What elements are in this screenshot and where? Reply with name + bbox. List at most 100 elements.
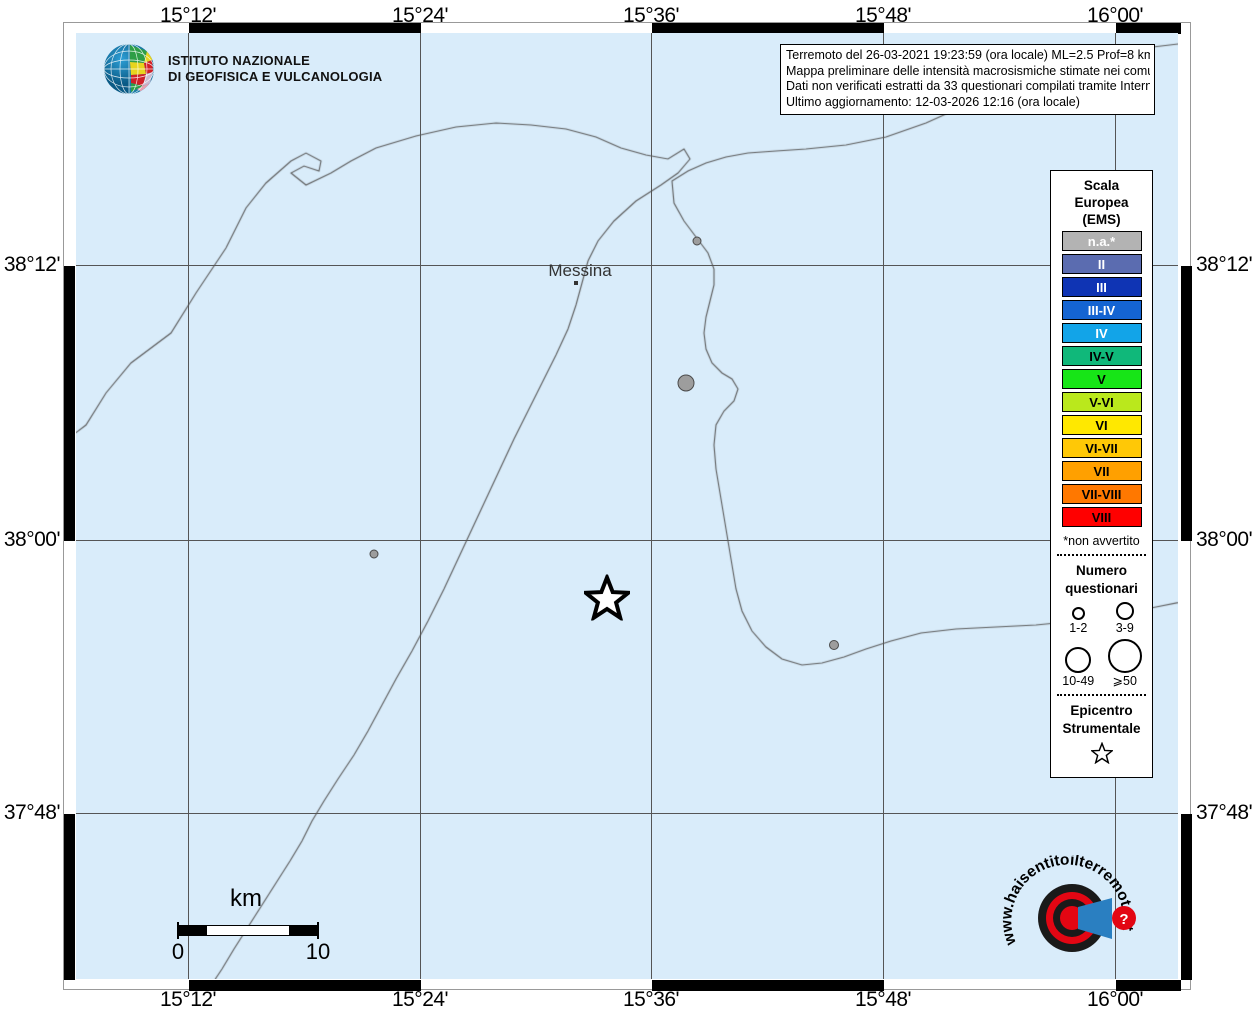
legend-count-label: 10-49 xyxy=(1062,674,1095,688)
terrain-relief xyxy=(76,33,1178,979)
legend-count-title-line1: Numero xyxy=(1075,563,1127,578)
legend-swatch-iv: IV xyxy=(1061,323,1142,343)
scale-unit-label: km xyxy=(230,885,262,912)
legend-swatch-iii: III xyxy=(1061,277,1142,297)
axis-label-bottom-0: 15°12' xyxy=(159,988,217,1011)
legend-count-symbols: 1-2 3-9 10-49 ⩾50 xyxy=(1055,602,1148,688)
legend-count-circle-icon xyxy=(1115,602,1134,620)
axis-label-top-2: 15°36' xyxy=(622,4,680,27)
axis-label-bottom-2: 15°36' xyxy=(622,988,680,1011)
questionnaire-marker[interactable] xyxy=(692,236,702,246)
frame-tick-band xyxy=(652,980,884,991)
target-speaker-icon: ? xyxy=(1038,884,1136,952)
legend-count-row: 1-2 3-9 xyxy=(1055,602,1148,635)
axis-label-bottom-3: 15°48' xyxy=(854,988,912,1011)
axis-label-left-2: 37°48' xyxy=(3,801,61,824)
gridline-vertical-1536 xyxy=(651,33,652,979)
legend-title-line2: Europea xyxy=(1074,195,1129,210)
legend-epicenter-title-line1: Epicentro xyxy=(1070,703,1133,718)
legend-count-circle-icon xyxy=(1065,647,1092,673)
svg-text:?: ? xyxy=(1119,911,1128,928)
scale-tick-end xyxy=(317,922,319,939)
legend-swatch-vi: VI xyxy=(1061,415,1142,435)
ingv-logo: ISTITUTO NAZIONALE DI GEOFISICA E VULCAN… xyxy=(100,40,382,98)
axis-label-left-0: 38°12' xyxy=(3,253,61,276)
info-line-data: Dati non verificati estratti da 33 quest… xyxy=(786,79,1150,93)
frame-tick-band xyxy=(1116,23,1181,34)
gridline-horizontal-3800 xyxy=(76,540,1178,541)
gridline-horizontal-3748 xyxy=(76,813,1178,814)
legend-swatch-vii-viii: VII-VIII xyxy=(1061,484,1142,504)
frame-tick-band xyxy=(189,980,421,991)
epicenter-star-icon[interactable] xyxy=(580,572,634,626)
legend-swatch-iii-iv: III-IV xyxy=(1061,300,1142,320)
frame-tick-band xyxy=(189,23,421,34)
map-canvas[interactable]: Messina xyxy=(76,33,1178,979)
axis-label-bottom-1: 15°24' xyxy=(391,988,449,1011)
legend-swatch-viii: VIII xyxy=(1061,507,1142,527)
legend-swatch-n-a-: n.a.* xyxy=(1061,231,1142,251)
questionnaire-marker[interactable] xyxy=(677,374,695,392)
legend-title-line3: (EMS) xyxy=(1082,212,1121,227)
earthquake-info-box: Terremoto del 26-03-2021 19:23:59 (ora l… xyxy=(780,44,1155,115)
city-label-messina: Messina xyxy=(548,261,612,280)
legend-swatch-v-vi: V-VI xyxy=(1061,392,1142,412)
axis-label-top-1: 15°24' xyxy=(391,4,449,27)
legend-swatch-vi-vii: VI-VII xyxy=(1061,438,1142,458)
legend-count-title-line2: questionari xyxy=(1065,581,1138,596)
axis-label-top-4: 16°00' xyxy=(1086,4,1144,27)
gridline-horizontal-3812 xyxy=(76,265,1178,266)
axis-label-top-3: 15°48' xyxy=(854,4,912,27)
legend-panel: Scala Europea (EMS) n.a.* II III III-IV IV IV… xyxy=(1050,170,1153,778)
legend-title-line1: Scala xyxy=(1083,178,1120,193)
haisentitoilterremoto-logo[interactable]: www.haisentitoilterremoto.it ? xyxy=(998,851,1150,980)
ingv-globe-icon xyxy=(104,44,154,94)
scale-label-max: 10 xyxy=(305,939,331,964)
frame-tick-band xyxy=(1181,814,1192,980)
legend-swatch-vii: VII xyxy=(1061,461,1142,481)
ingv-text-line2: DI GEOFISICA E VULCANOLOGIA xyxy=(168,69,383,84)
legend-divider-1 xyxy=(1057,554,1146,556)
legend-footnote: *non avvertito xyxy=(1063,534,1140,548)
legend-divider-2 xyxy=(1057,694,1146,696)
legend-intensity-scale: n.a.* II III III-IV IV IV-V V V-VI VI VI-VII VII VI… xyxy=(1055,231,1148,527)
info-line-event: Terremoto del 26-03-2021 19:23:59 (ora l… xyxy=(786,48,1150,62)
legend-swatch-iv-v: IV-V xyxy=(1061,346,1142,366)
legend-count-label: 1-2 xyxy=(1069,621,1088,635)
frame-tick-band xyxy=(64,266,75,541)
axis-label-top-0: 15°12' xyxy=(159,4,217,27)
legend-star-icon xyxy=(1055,741,1148,769)
legend-count-item: ⩾50 xyxy=(1102,639,1148,688)
legend-epicenter-title-line2: Strumentale xyxy=(1062,721,1141,736)
frame-tick-band xyxy=(652,23,884,34)
legend-swatch-v: V xyxy=(1061,369,1142,389)
legend-count-label: 3-9 xyxy=(1115,621,1134,635)
axis-label-right-2: 37°48' xyxy=(1196,801,1253,824)
scale-bar-graphic xyxy=(178,925,318,936)
legend-count-item: 3-9 xyxy=(1102,602,1148,635)
scale-tick-start xyxy=(177,922,179,939)
gridline-vertical-1512 xyxy=(188,33,189,979)
questionnaire-marker[interactable] xyxy=(369,549,379,559)
axis-label-right-0: 38°12' xyxy=(1196,253,1253,276)
axis-label-right-1: 38°00' xyxy=(1196,528,1253,551)
axis-label-left-1: 38°00' xyxy=(3,528,61,551)
scale-label-min: 0 xyxy=(171,939,185,964)
legend-count-item: 1-2 xyxy=(1055,607,1101,635)
city-dot-messina xyxy=(574,281,578,285)
legend-count-row: 10-49 ⩾50 xyxy=(1055,639,1148,688)
info-line-map: Mappa preliminare delle intensità macros… xyxy=(786,63,1150,78)
legend-swatch-ii: II xyxy=(1061,254,1142,274)
axis-label-bottom-4: 16°00' xyxy=(1086,988,1144,1011)
questionnaire-marker[interactable] xyxy=(829,640,839,650)
ingv-text-line1: ISTITUTO NAZIONALE xyxy=(168,53,311,68)
legend-count-circle-icon xyxy=(1107,639,1142,673)
legend-count-circle-icon xyxy=(1071,607,1085,620)
legend-count-item: 10-49 xyxy=(1055,647,1101,688)
frame-tick-band xyxy=(1116,980,1181,991)
gridline-vertical-1524 xyxy=(420,33,421,979)
frame-tick-band xyxy=(1181,266,1192,541)
info-line-updated: Ultimo aggiornamento: 12-03-2026 12:16 (… xyxy=(786,94,1080,109)
frame-tick-band xyxy=(64,814,75,980)
